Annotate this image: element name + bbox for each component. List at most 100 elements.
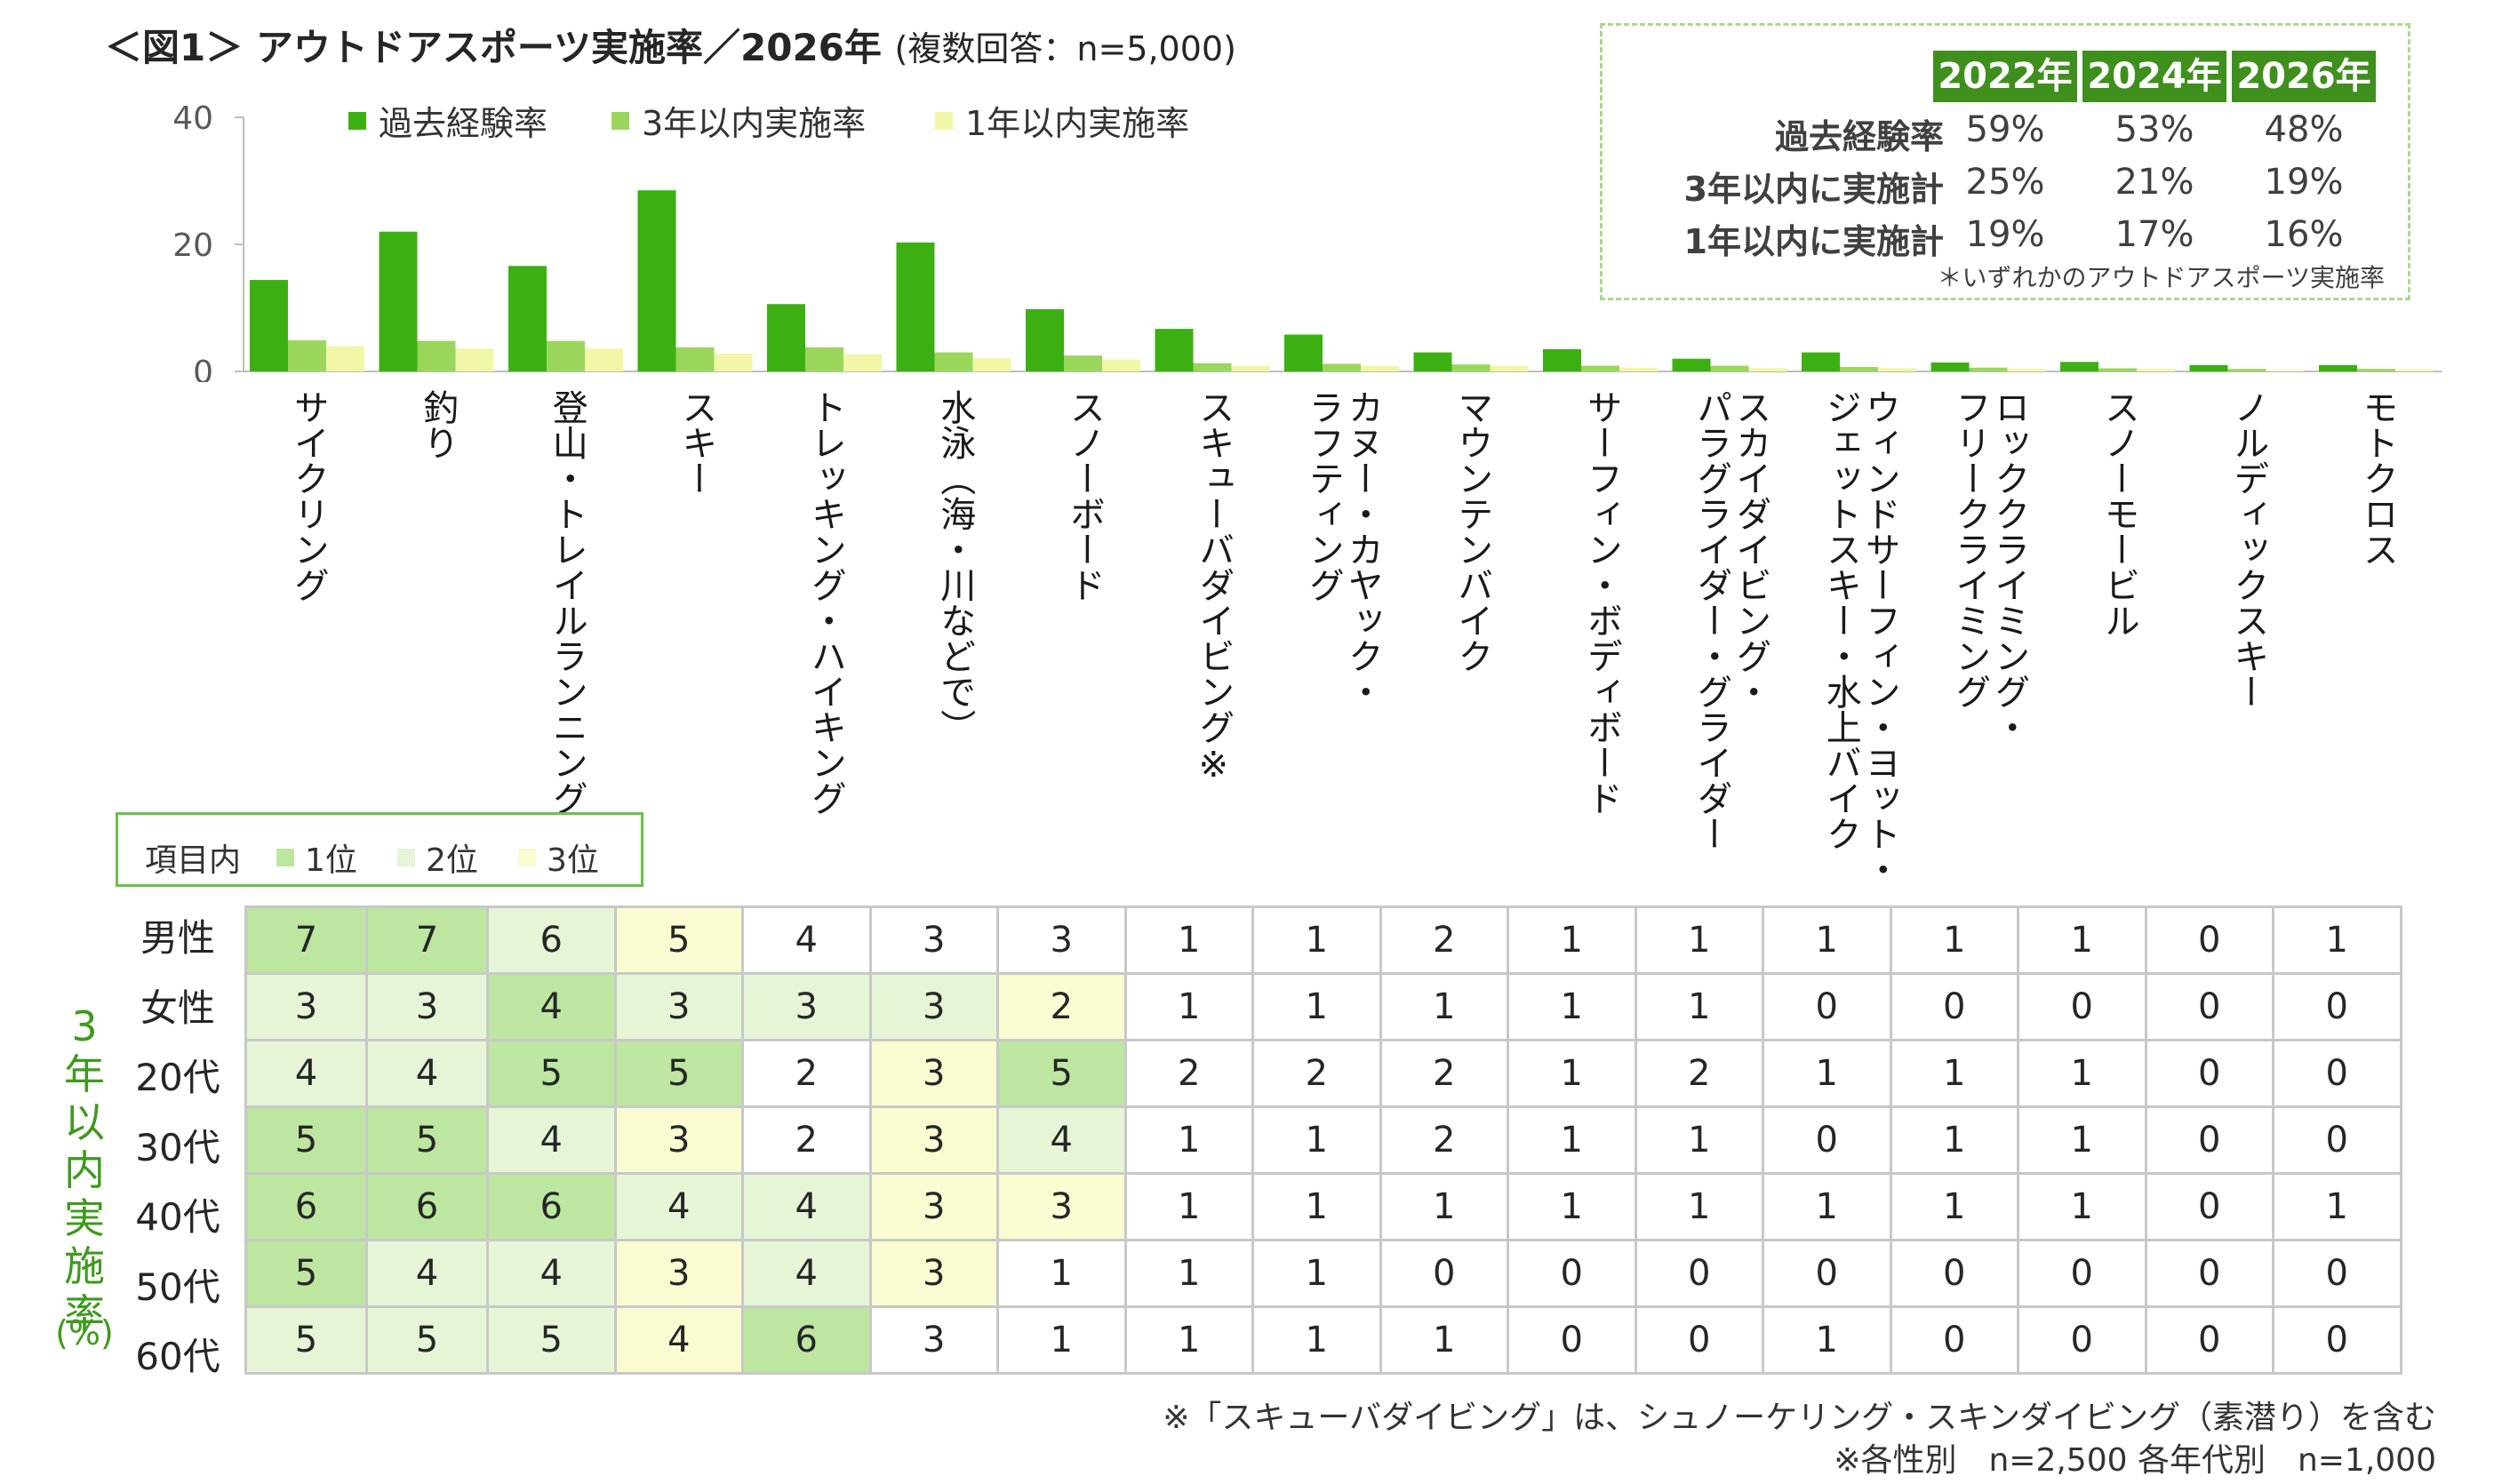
bar-2-3 (714, 353, 753, 371)
bar-2-16 (2395, 369, 2434, 371)
bar-1-11 (1710, 365, 1749, 371)
table-cell: 2 (1379, 1105, 1509, 1175)
table-cell: 1 (1889, 1172, 2019, 1241)
category-label: スキューバダイビング※ (1193, 389, 1235, 786)
rank3-label: 3位 (547, 842, 599, 879)
table-cell: 2 (1379, 906, 1509, 975)
table-cell: 4 (996, 1105, 1127, 1175)
bar-0-12 (1802, 352, 1840, 371)
table-cell: 7 (244, 906, 368, 975)
category-label: スノーモービル (2098, 389, 2139, 638)
table-cell: 4 (613, 1305, 744, 1375)
table-cell: 0 (2272, 972, 2402, 1041)
bar-0-10 (1543, 348, 1581, 371)
table-cell: 3 (613, 1239, 744, 1308)
table-cell: 2 (741, 1039, 872, 1108)
table-cell: 1 (996, 1305, 1127, 1375)
side-label-char: 施 (64, 1242, 105, 1290)
bar-0-13 (1930, 362, 1970, 371)
table-row-label: 女性 (140, 985, 215, 1030)
table-cell: 1 (1123, 906, 1254, 975)
table-cell: 1 (1123, 972, 1254, 1041)
bar-1-12 (1840, 366, 1878, 371)
bar-0-0 (250, 280, 288, 371)
bar-1-5 (934, 352, 973, 371)
side-label-char: 年 (64, 1050, 105, 1098)
table-cell: 0 (2272, 1305, 2402, 1375)
bar-0-2 (508, 266, 547, 371)
table-cell: 0 (1634, 1305, 1764, 1375)
category-label: カヌー・カヤック・ ラフティング (1302, 389, 1383, 709)
table-cell: 0 (1762, 972, 1892, 1041)
table-cell: 0 (1889, 1239, 2019, 1308)
bar-2-9 (1490, 365, 1529, 371)
table-legend-title: 項目内 (145, 834, 241, 881)
table-cell: 1 (1123, 1105, 1254, 1175)
table-cell: 0 (2017, 972, 2147, 1041)
rank2-swatch (397, 849, 415, 866)
table-cell: 1 (1507, 1172, 1637, 1241)
table-cell: 1 (1634, 1105, 1764, 1175)
table-cell: 3 (244, 972, 368, 1041)
table-cell: 1 (1123, 1172, 1254, 1241)
bar-1-6 (1064, 355, 1102, 371)
category-label: ロッククライミング・ フリークライミング (1949, 389, 2030, 745)
table-row-label: 50代 (135, 1265, 220, 1309)
category-label: サーフィン・ボディボード (1580, 389, 1622, 816)
category-label: サイクリング (287, 389, 329, 602)
table-cell: 0 (2272, 1105, 2402, 1175)
bar-1-3 (675, 347, 715, 371)
bar-1-16 (2357, 369, 2395, 371)
table-cell: 5 (365, 1105, 489, 1175)
table-cell: 0 (1762, 1105, 1892, 1175)
bar-1-9 (1451, 364, 1491, 371)
table-cell: 5 (486, 1305, 617, 1375)
legend-swatch-past (348, 111, 366, 130)
table-cell: 3 (613, 1105, 744, 1175)
table-cell: 1 (1251, 1239, 1382, 1308)
table-cell: 1 (1634, 906, 1764, 975)
footnote-sample: ※各性別 n=2,500 各年代別 n=1,000 (1834, 1442, 2436, 1479)
summary-value: 19% (1965, 214, 2045, 255)
table-cell: 1 (1762, 906, 1892, 975)
rank3-swatch (518, 849, 536, 866)
table-cell: 1 (1762, 1039, 1892, 1108)
table-cell: 1 (1507, 1039, 1637, 1108)
y-tick-label: 20 (172, 227, 213, 264)
table-cell: 0 (2144, 1039, 2274, 1108)
page-title: ＜図1＞ アウトドアスポーツ実施率／2026年 (複数回答：n=5,000) (105, 18, 1236, 72)
bar-2-14 (2137, 369, 2175, 371)
table-cell: 2 (1379, 1039, 1509, 1108)
table-cell: 0 (1379, 1239, 1509, 1308)
bar-0-15 (2189, 364, 2228, 371)
bar-2-1 (455, 348, 494, 371)
table-cell: 1 (1123, 1239, 1254, 1308)
rank2-label: 2位 (426, 842, 478, 879)
table-cell: 2 (996, 972, 1127, 1041)
bar-1-15 (2227, 369, 2266, 371)
bar-1-13 (1969, 367, 2008, 371)
bar-0-6 (1026, 308, 1064, 371)
category-label: モトクロス (2356, 389, 2398, 567)
bar-0-14 (2060, 362, 2098, 371)
category-label: スカイダイビング・ パラグライダー・グライダー (1691, 389, 1771, 851)
summary-value: 16% (2264, 214, 2344, 255)
summary-header-2026: 2026年 (2232, 51, 2376, 102)
summary-header-2024: 2024年 (2082, 51, 2226, 102)
table-cell: 0 (2017, 1239, 2147, 1308)
table-cell: 4 (365, 1039, 489, 1108)
table-cell: 2 (1634, 1039, 1764, 1108)
bar-0-8 (1284, 334, 1323, 371)
table-cell: 3 (868, 1039, 999, 1108)
table-cell: 1 (2272, 1172, 2402, 1241)
summary-value: 59% (1965, 109, 2045, 150)
bar-1-1 (417, 340, 456, 371)
bar-0-9 (1413, 352, 1452, 371)
table-cell: 6 (244, 1172, 368, 1241)
